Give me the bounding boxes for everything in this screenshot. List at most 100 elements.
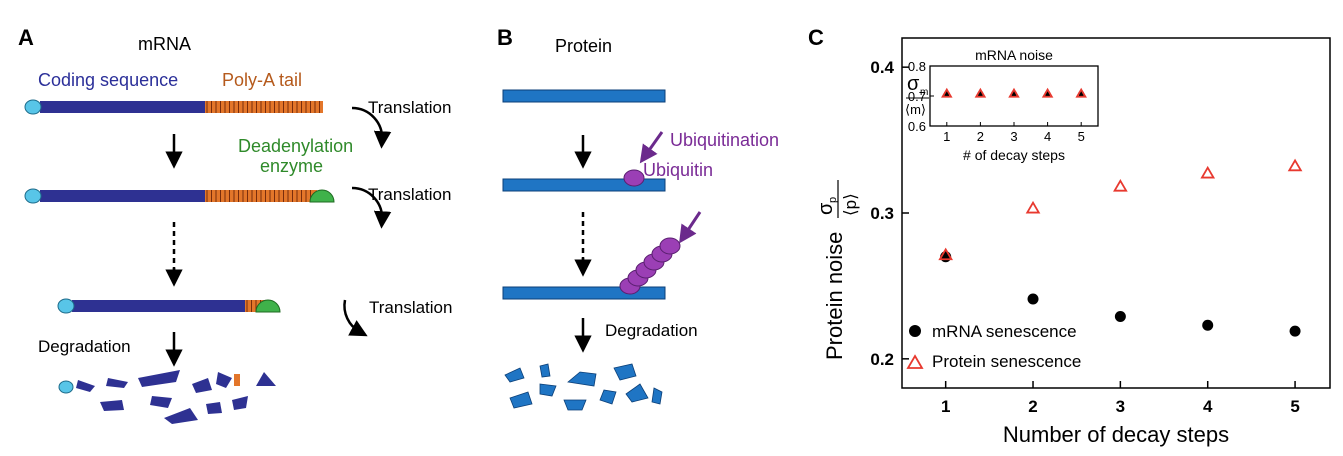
degradation-label-a: Degradation — [38, 337, 131, 356]
inset-x-tick-label: 4 — [1044, 129, 1051, 144]
panel-b-letter: B — [497, 25, 513, 50]
protein-fragments — [504, 363, 663, 411]
inset-y-label: σ m ⟨m⟩ — [905, 73, 929, 117]
fragment — [504, 367, 525, 383]
fragment — [232, 396, 248, 410]
protein-point — [1287, 158, 1303, 172]
protein-bar — [502, 286, 666, 300]
deadenylation-enzyme-icon — [309, 189, 335, 203]
protein-bar — [502, 89, 666, 103]
y-axis-denominator: ⟨p⟩ — [841, 193, 860, 216]
cap-icon — [57, 298, 75, 314]
mrna-point — [1289, 325, 1301, 337]
translation-label-2: Translation — [368, 185, 451, 204]
inset-y-sigma-sub: m — [920, 87, 928, 98]
mrna-deadenylating — [24, 188, 335, 204]
fragment — [76, 380, 95, 392]
protein-point — [938, 247, 954, 261]
mrna-point — [1114, 311, 1126, 323]
inset-data-points — [941, 87, 1087, 98]
x-tick-label: 2 — [1028, 397, 1037, 416]
panel-c: C 1 2 3 4 5 0.2 0.3 0.4 Number of decay steps P… — [808, 25, 1331, 447]
translation-label-1: Translation — [368, 98, 451, 117]
poly-a-stripes — [206, 101, 320, 113]
translation-label-3: Translation — [369, 298, 452, 317]
protein-point — [1025, 200, 1041, 214]
coding-sequence-bar — [40, 190, 205, 202]
ubiquitin-label: Ubiquitin — [643, 160, 713, 180]
mrna-short-tail — [57, 298, 281, 314]
degradation-label-b: Degradation — [605, 321, 698, 340]
coding-sequence-label: Coding sequence — [38, 70, 178, 90]
inset-chart: mRNA noise # of decay steps 1 2 3 4 5 0.6 0.7 0… — [905, 47, 1099, 163]
inset-protein-point — [1075, 87, 1087, 98]
inset-title: mRNA noise — [975, 47, 1053, 63]
translation-arrow-icon — [343, 299, 368, 337]
fragment — [216, 372, 232, 388]
inset-protein-point — [1008, 87, 1020, 98]
panel-a-letter: A — [18, 25, 34, 50]
mrna-fragments — [58, 370, 276, 424]
y-axis-title: Protein noise σ p ⟨p⟩ — [815, 180, 860, 360]
x-axis-title: Number of decay steps — [1003, 422, 1229, 447]
fragment — [539, 383, 557, 397]
fragment — [599, 389, 617, 405]
fragment — [563, 399, 587, 411]
y-axis-title-text: Protein noise — [822, 232, 847, 360]
cap-icon — [58, 380, 74, 394]
y-tick-label: 0.2 — [870, 350, 894, 369]
ubiquitination-label: Ubiquitination — [670, 130, 779, 150]
inset-protein-point — [941, 87, 953, 98]
poly-a-stripes — [206, 190, 311, 202]
deadenylation-enzyme-icon — [255, 299, 281, 313]
fragment — [651, 387, 663, 405]
legend: mRNA senescence Protein senescence — [906, 322, 1081, 371]
translation-arrow-icon — [351, 106, 392, 149]
ubiquitin-icon — [659, 237, 681, 255]
poly-a-tail-bar — [205, 101, 323, 113]
legend-marker-protein — [906, 354, 924, 369]
inset-y-tick-label: 0.6 — [908, 119, 926, 134]
y-axis-sigma-sub: p — [827, 197, 839, 203]
inset-y-tick-label: 0.8 — [908, 59, 926, 74]
fragment — [192, 378, 212, 393]
deadenylation-label: Deadenylation — [238, 136, 353, 156]
fragment — [150, 396, 172, 408]
panel-b-title: Protein — [555, 36, 612, 56]
enzyme-label: enzyme — [260, 156, 323, 176]
protein-point — [1113, 179, 1128, 192]
legend-marker-mrna — [909, 325, 921, 337]
coding-sequence-bar — [72, 300, 245, 312]
inset-x-tick-label: 2 — [977, 129, 984, 144]
ubiquitin-icon — [623, 169, 645, 187]
main-data-points — [938, 158, 1303, 337]
y-tick-label: 0.3 — [870, 204, 894, 223]
fragment — [138, 370, 180, 387]
inset-axis-ticks: 1 2 3 4 5 0.6 0.7 0.8 — [908, 59, 1085, 144]
ubiquitination-arrow-icon — [679, 211, 702, 244]
y-tick-label: 0.4 — [870, 58, 894, 77]
inset-x-label: # of decay steps — [963, 147, 1065, 163]
panel-c-letter: C — [808, 25, 824, 50]
poly-a-tail-label: Poly-A tail — [222, 70, 302, 90]
inset-x-tick-label: 1 — [943, 129, 950, 144]
legend-label-protein: Protein senescence — [932, 352, 1081, 371]
cap-icon — [24, 188, 42, 204]
x-tick-label: 4 — [1203, 397, 1213, 416]
inset-y-tick-label: 0.7 — [908, 89, 926, 104]
panel-a-title: mRNA — [138, 34, 191, 54]
mrna-full — [24, 99, 323, 115]
protein-bar — [502, 178, 666, 192]
fragment — [613, 363, 637, 381]
x-tick-label: 3 — [1116, 397, 1125, 416]
protein-point — [1200, 165, 1216, 179]
inset-protein-point — [1041, 87, 1054, 98]
mrna-point — [1202, 319, 1214, 331]
inset-x-tick-label: 5 — [1078, 129, 1085, 144]
ubiquitination-arrow-icon — [639, 131, 664, 164]
fragment — [509, 391, 533, 409]
x-tick-label: 5 — [1290, 397, 1299, 416]
legend-label-mrna: mRNA senescence — [932, 322, 1077, 341]
fragment — [256, 372, 276, 386]
